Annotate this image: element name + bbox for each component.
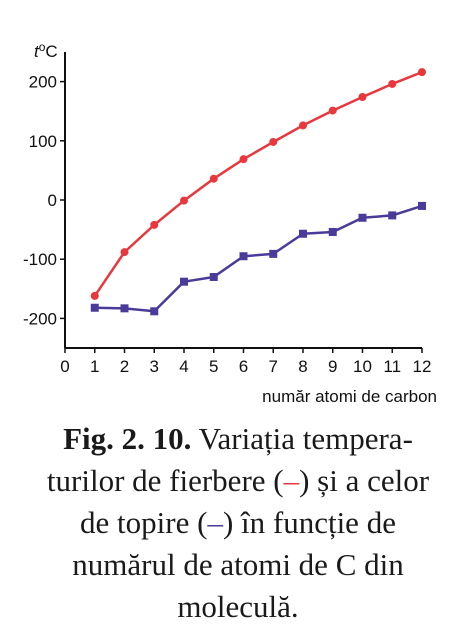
caption-line-2: turilor de fierbere (–) și a celor (18, 460, 458, 502)
series-1-point (388, 79, 397, 88)
series-1-point (209, 174, 218, 183)
series-2-point (180, 277, 188, 286)
x-tick-label: 7 (269, 357, 278, 376)
x-axis-label: număr atomi de carbon (262, 387, 437, 406)
series-group (90, 68, 426, 316)
x-tick-label: 0 (60, 357, 69, 376)
x-tick-label: 1 (90, 357, 99, 376)
y-tick-label: 200 (29, 73, 57, 92)
series-line-2 (94, 204, 423, 313)
caption-text-1: Variația tempera- (191, 421, 413, 456)
x-tick-label: 11 (383, 357, 401, 376)
x-ticks: 0 1 2 3 4 5 6 7 8 9 10 11 12 (60, 348, 431, 376)
series-2-point (358, 213, 367, 222)
y-tick-label: 100 (29, 132, 57, 151)
y-tick-label: -200 (23, 309, 57, 328)
x-tick-label: 4 (179, 357, 188, 376)
caption-line-4: numărul de atomi de C din (72, 547, 404, 582)
caption-text-3b: ) în funcție de (222, 505, 396, 540)
figure-number: Fig. 2. 10. (63, 421, 192, 456)
y-axis-label-degree: o (39, 40, 46, 54)
series-1-point (180, 196, 188, 205)
caption-text-2a: turilor de fierbere ( (46, 463, 284, 498)
series-2-point (328, 227, 337, 236)
y-axis-label: toC (34, 40, 58, 61)
x-tick-label: 10 (353, 357, 372, 376)
series-1-point (150, 220, 159, 229)
caption-line-1: Fig. 2. 10. Variația tempera- (18, 418, 458, 460)
series-2-point (90, 303, 99, 312)
x-tick-label: 6 (239, 357, 248, 376)
series-2-point (120, 304, 129, 313)
series-2-point (209, 272, 218, 281)
series-2-point (418, 201, 426, 210)
x-tick-label: 5 (209, 357, 218, 376)
series-2-point (239, 252, 248, 261)
y-axis-label-c: C (45, 42, 57, 61)
series-2-point (299, 229, 307, 238)
y-axis-label-symbol: t (34, 42, 40, 61)
y-tick-label: 0 (48, 191, 57, 210)
series-1-point (299, 121, 307, 130)
series-1-point (269, 137, 278, 146)
series-2-point (150, 307, 159, 316)
figure-caption: Fig. 2. 10. Variația tempera- turilor de… (18, 418, 458, 628)
caption-text-2b: ) și a celor (299, 463, 430, 498)
boiling-legend-dash: – (283, 463, 300, 498)
x-tick-label: 12 (413, 357, 432, 376)
melting-legend-dash: – (207, 505, 223, 540)
series-1-point (239, 155, 248, 164)
series-1-point (358, 92, 367, 101)
y-tick-label: -100 (23, 250, 57, 269)
chart: toC număr atomi de carbon 2001000-100-20… (23, 40, 437, 406)
series-2-point (269, 249, 278, 258)
series-1-point (328, 106, 337, 115)
series-2-point (388, 211, 397, 220)
x-tick-label: 3 (150, 357, 159, 376)
series-1-point (120, 248, 129, 257)
y-ticks: 200 100 0 -100 -200 (23, 73, 65, 328)
caption-line-3: de topire (–) în funcție de (18, 502, 458, 544)
x-tick-label: 9 (328, 357, 337, 376)
x-tick-label: 2 (120, 357, 129, 376)
series-line-1 (93, 70, 423, 297)
series-1-point (418, 68, 426, 77)
caption-text-3a: de topire ( (80, 505, 208, 540)
caption-line-5: moleculă. (177, 589, 299, 624)
series-1-point (90, 291, 99, 300)
x-tick-label: 8 (298, 357, 307, 376)
